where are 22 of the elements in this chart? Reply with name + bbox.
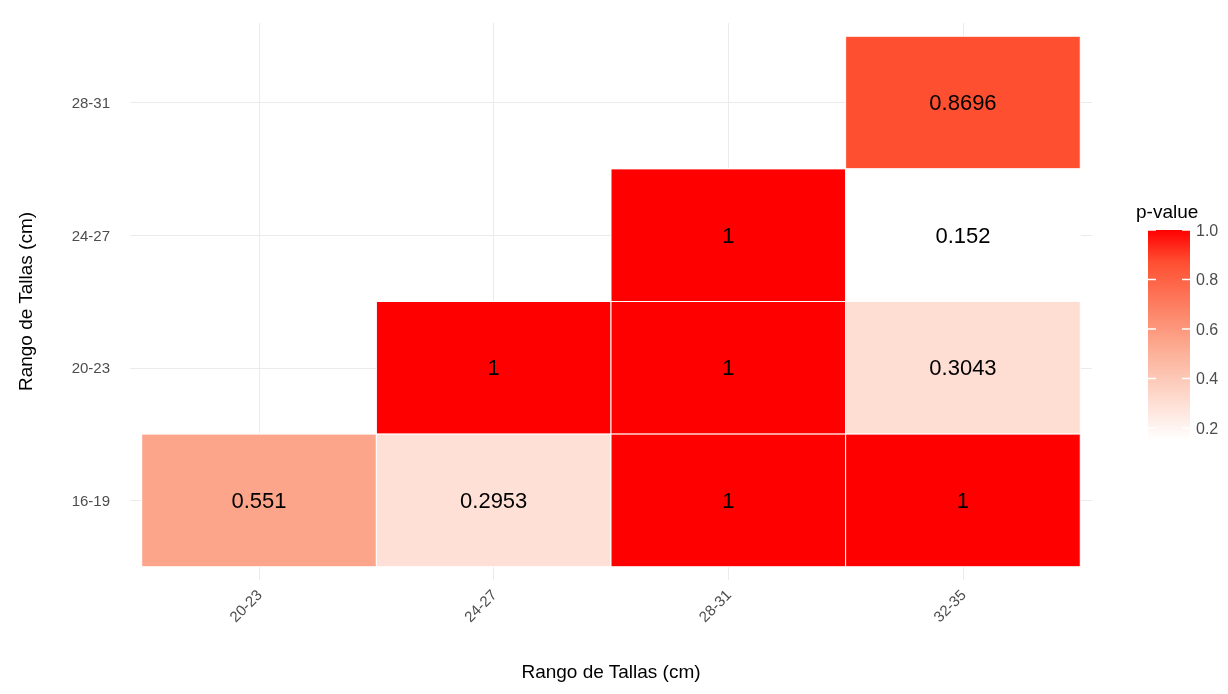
color-bar-label: 0.8 <box>1196 271 1219 288</box>
x-axis-title: Rango de Tallas (cm) <box>521 661 701 682</box>
data-label: 1 <box>722 355 735 381</box>
color-bar-title: p-value <box>1136 201 1199 222</box>
data-label: 0.551 <box>231 487 287 513</box>
data-label: 1 <box>956 487 970 513</box>
color-bar-label: 0.2 <box>1196 419 1219 437</box>
data-label: 0.3043 <box>929 355 997 381</box>
y-tick-label: 20-23 <box>71 359 110 377</box>
color-bar-label: 0.4 <box>1196 370 1219 387</box>
y-axis-title: Rango de Tallas (cm) <box>15 211 36 392</box>
data-label: 0.152 <box>935 222 991 248</box>
data-label: 0.8696 <box>929 90 997 116</box>
y-tick-label: 24-27 <box>71 226 110 244</box>
data-label: 1 <box>722 222 735 248</box>
y-tick-label: 28-31 <box>71 94 110 112</box>
data-label: 0.2953 <box>460 487 528 513</box>
data-label: 1 <box>722 487 735 513</box>
y-tick-label: 16-19 <box>71 491 110 509</box>
data-label: 1 <box>487 355 500 381</box>
color-bar-label: 0.6 <box>1196 320 1219 338</box>
color-bar-label: 1.0 <box>1196 221 1219 239</box>
